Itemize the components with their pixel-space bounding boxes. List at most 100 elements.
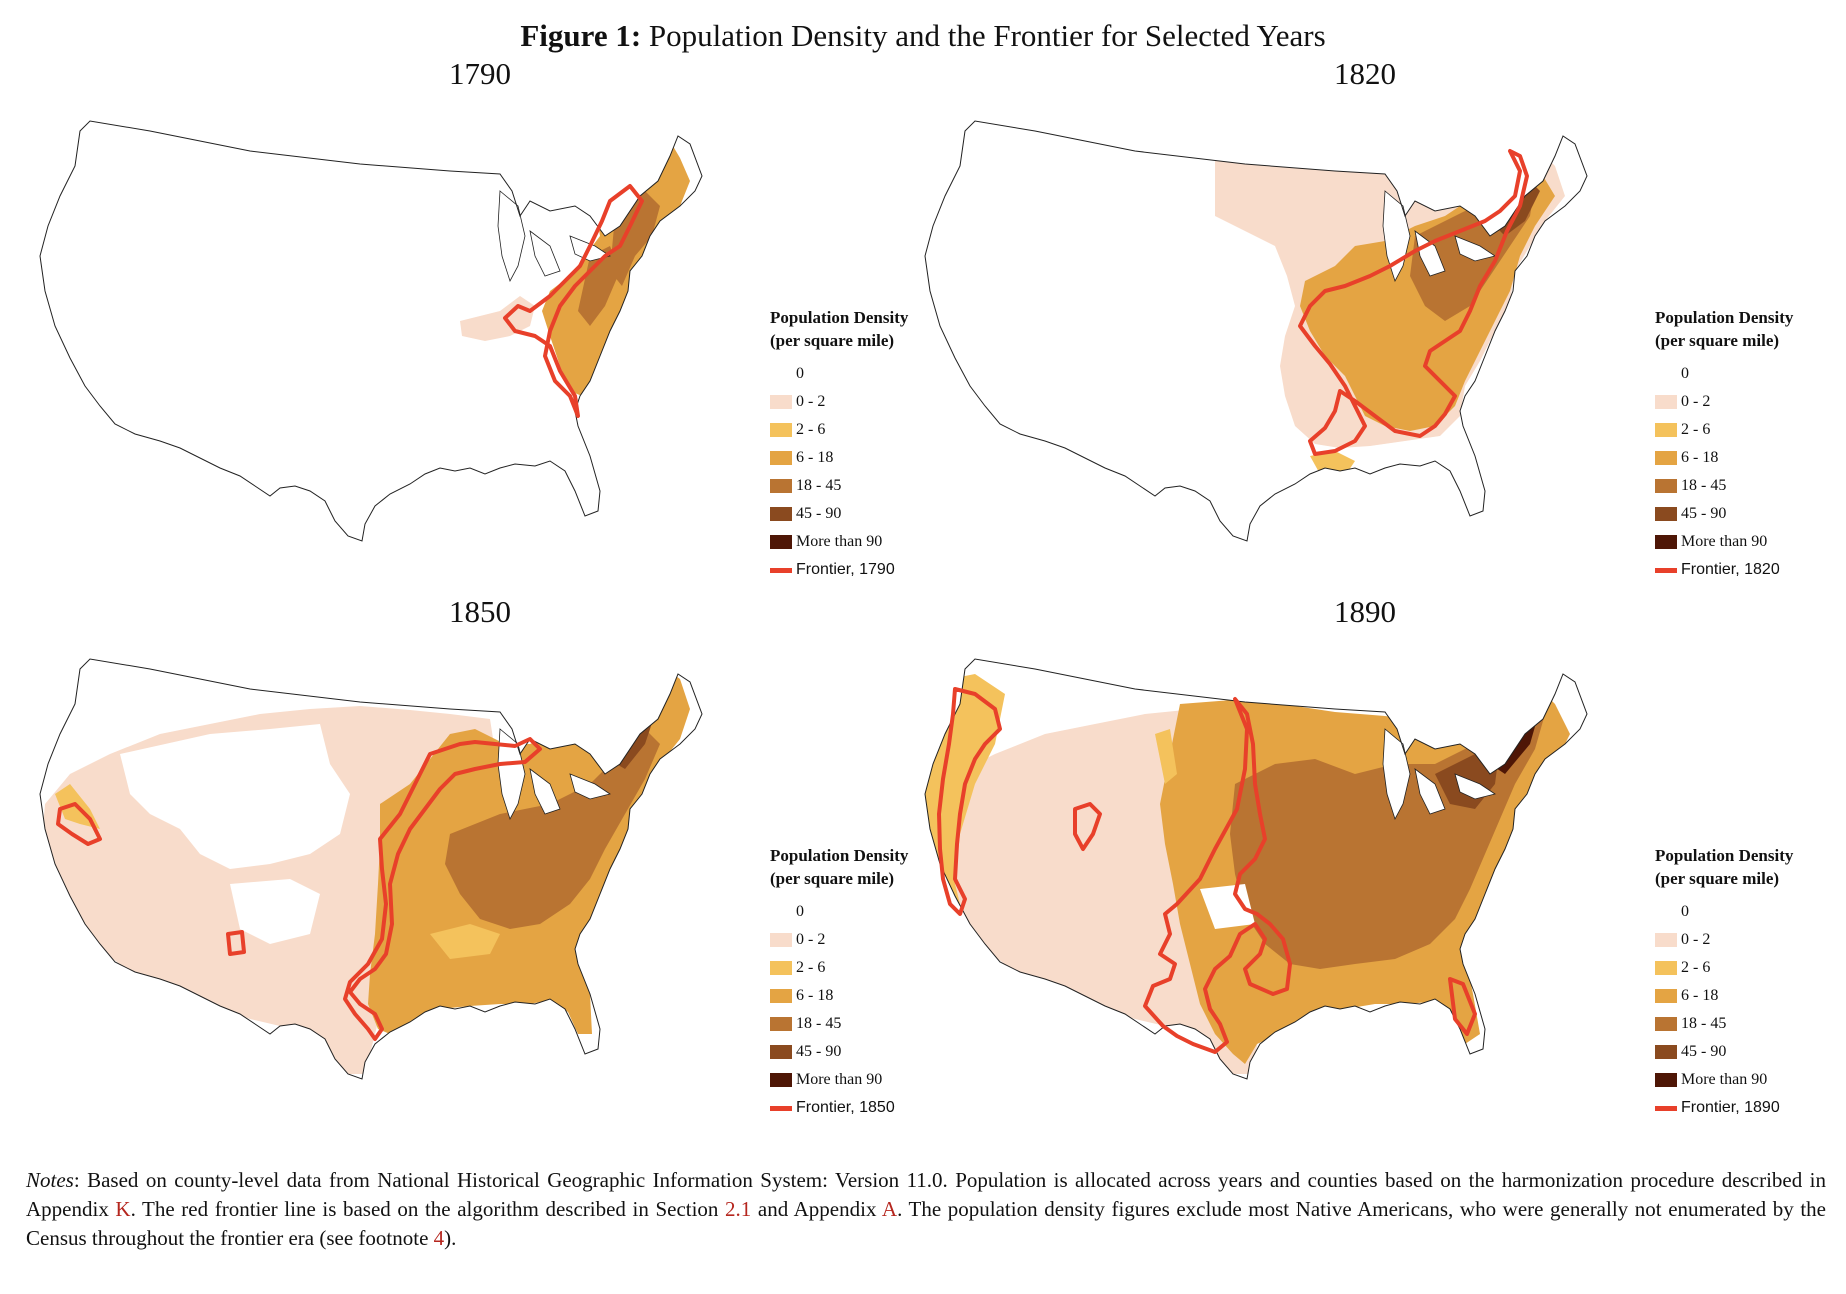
notes-text-5: ). [444,1226,457,1250]
legend-label: More than 90 [796,1071,883,1088]
legend-swatch [1655,1073,1677,1087]
legend-swatch [1655,367,1677,381]
legend-label: More than 90 [1681,533,1768,550]
legend-item: 18 - 45 [770,1010,970,1038]
us-outline-fill [40,121,702,541]
legend-item: 2 - 6 [1655,954,1846,982]
legend-item: 0 [770,898,970,926]
legend-title-line1: Population Density [770,846,909,865]
legend-frontier-line [1655,567,1677,573]
map-panel-1850: 1850 Population Density (per square mile) 0… [30,594,930,1134]
legend-item: 0 [770,360,970,388]
legend-label: 45 - 90 [796,1043,842,1060]
notes-label: Notes [26,1168,74,1192]
us-map [924,658,1588,1080]
legend-label: 18 - 45 [1681,1015,1727,1032]
figure-title: Figure 1: Population Density and the Fro… [0,18,1846,54]
legend-swatch [770,1017,792,1031]
legend-swatch [1655,535,1677,549]
legend-item-frontier: Frontier, 1890 [1655,1094,1846,1122]
legend-frontier-line [770,1105,792,1111]
legend-label: 6 - 18 [1681,449,1719,466]
panel-year-label: 1890 [1334,594,1396,629]
density-region [1155,729,1177,784]
legend-label: 0 [796,903,804,920]
legend-swatch [1655,933,1677,947]
legend-label: 0 [796,365,804,382]
legend-swatch [1655,479,1677,493]
legend-title-line2: (per square mile) [770,869,895,888]
legend-swatch [770,905,792,919]
frontier-line [937,687,1477,1054]
frontier-line [503,184,644,418]
legend-item: More than 90 [770,528,970,556]
legend-title-line2: (per square mile) [1655,869,1780,888]
figure-notes: Notes: Based on county-level data from N… [26,1166,1826,1253]
legend-title-line1: Population Density [770,308,909,327]
legend-label: More than 90 [1681,1071,1768,1088]
us-outline [39,658,703,1080]
us-map [924,120,1588,542]
legend-label: 0 - 2 [1681,393,1711,410]
appendix-k-link[interactable]: K [115,1197,131,1221]
us-map [39,658,703,1080]
us-map [39,120,703,542]
legend-label: 18 - 45 [796,477,842,494]
us-outline [924,120,1588,542]
legend-title-line2: (per square mile) [1655,331,1780,350]
legend-item: 0 - 2 [1655,388,1846,416]
legend-frontier-label: Frontier, 1850 [796,1099,895,1116]
legend-item: 45 - 90 [770,500,970,528]
legend-item: 6 - 18 [770,982,970,1010]
legend-item: 6 - 18 [1655,982,1846,1010]
legend-item: More than 90 [1655,528,1846,556]
legend-label: 0 - 2 [796,931,826,948]
legend-label: 6 - 18 [796,449,834,466]
legend-swatch [770,989,792,1003]
legend-label: 45 - 90 [1681,1043,1727,1060]
legend-frontier-label: Frontier, 1790 [796,561,895,578]
legend-swatch [770,479,792,493]
map-panel-1820: 1820 Population Density (per square mile) 0… [915,56,1815,596]
legend-label: 45 - 90 [1681,505,1727,522]
legend-frontier-line [770,567,792,573]
appendix-a-link[interactable]: A [881,1197,898,1221]
legend-label: 2 - 6 [1681,421,1711,438]
legend-swatch [770,423,792,437]
footnote-link[interactable]: 4 [433,1226,445,1250]
legend-swatch [1655,1045,1677,1059]
legend-swatch [1655,1017,1677,1031]
legend-title: Population Density (per square mile) [1655,844,1846,890]
legend-swatch [770,933,792,947]
legend-item: More than 90 [1655,1066,1846,1094]
section-link[interactable]: 2.1 [725,1197,752,1221]
density-region [578,246,620,326]
legend-swatch [1655,989,1677,1003]
legend-label: 45 - 90 [796,505,842,522]
legend-swatch [1655,905,1677,919]
legend-label: 18 - 45 [1681,477,1727,494]
legend-swatch [770,1045,792,1059]
legend-label: 2 - 6 [796,959,826,976]
legend-swatch [770,961,792,975]
density-region [120,724,350,869]
legend-swatch [1655,395,1677,409]
map-legend: Population Density (per square mile) 0 0 - … [770,306,970,584]
legend-swatch [770,367,792,381]
legend-label: 0 - 2 [1681,931,1711,948]
great-lakes [497,728,611,821]
legend-item: More than 90 [770,1066,970,1094]
legend-swatch [770,1073,792,1087]
legend-label: 2 - 6 [796,421,826,438]
legend-label: 0 [1681,365,1689,382]
legend-swatch [770,507,792,521]
legend-title: Population Density (per square mile) [770,306,970,352]
legend-swatch [770,451,792,465]
panel-year-label: 1850 [449,594,511,629]
great-lakes [1382,728,1496,821]
legend-frontier-label: Frontier, 1820 [1681,561,1780,578]
map-legend: Population Density (per square mile) 0 0 - … [1655,306,1846,584]
notes-text-3: and Appendix [751,1197,882,1221]
us-outline [39,120,703,542]
legend-swatch [1655,451,1677,465]
